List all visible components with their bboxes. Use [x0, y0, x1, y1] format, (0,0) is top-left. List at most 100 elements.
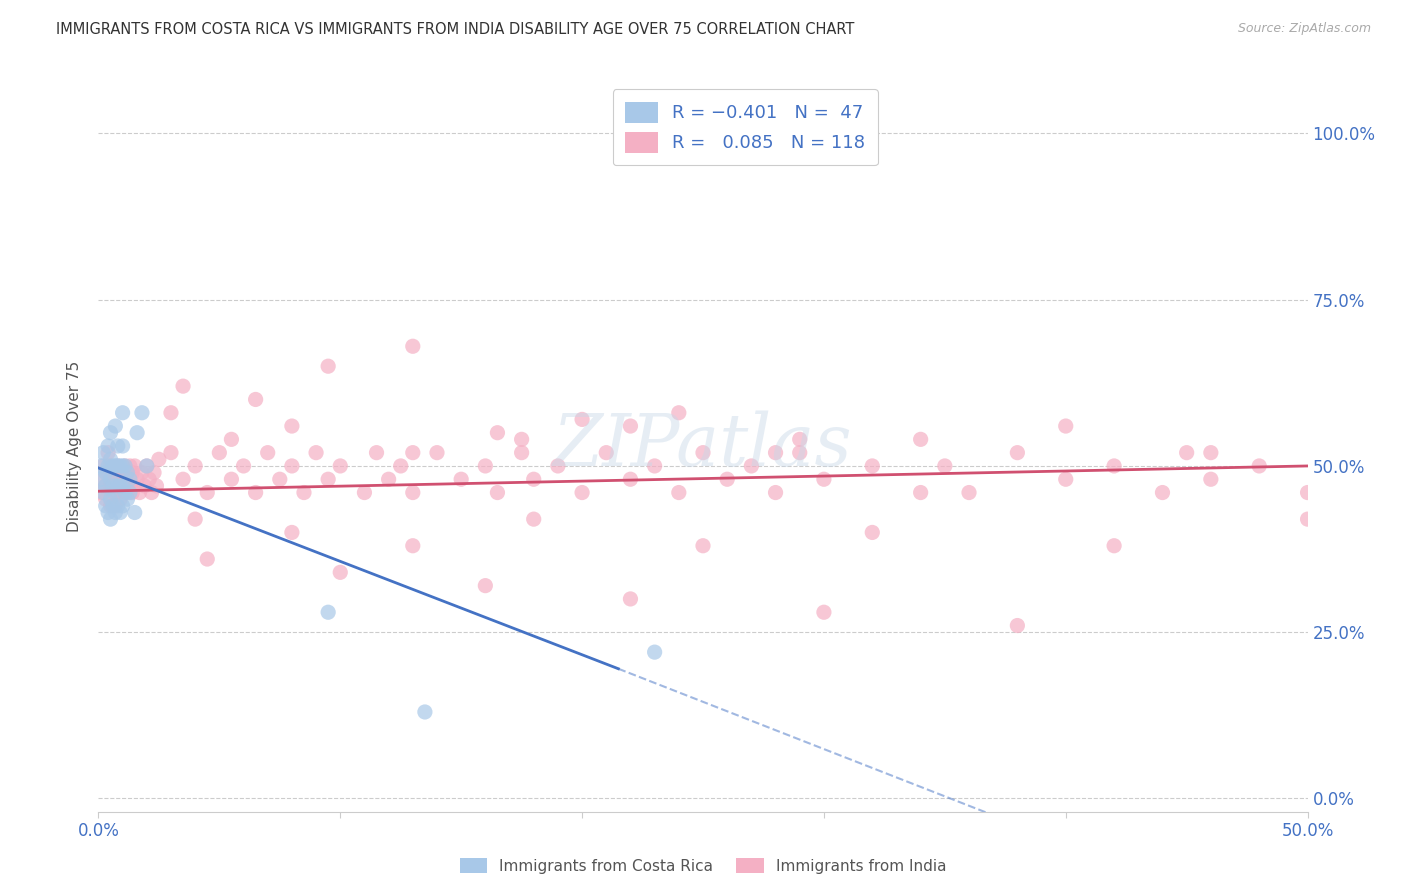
Point	[1175, 445, 1198, 459]
Point	[486, 485, 509, 500]
Point	[644, 458, 666, 473]
Point	[1102, 539, 1125, 553]
Point	[107, 439, 129, 453]
Point	[316, 359, 339, 374]
Point	[97, 445, 120, 459]
Point	[100, 472, 122, 486]
Point	[118, 479, 141, 493]
Point	[100, 479, 122, 493]
Point	[145, 479, 167, 493]
Point	[1054, 419, 1077, 434]
Point	[114, 485, 136, 500]
Point	[148, 452, 170, 467]
Point	[172, 379, 194, 393]
Point	[104, 419, 127, 434]
Point	[329, 458, 352, 473]
Point	[1199, 445, 1222, 459]
Point	[118, 458, 141, 473]
Point	[510, 433, 533, 447]
Point	[957, 485, 980, 500]
Point	[353, 485, 375, 500]
Point	[208, 445, 231, 459]
Point	[131, 406, 153, 420]
Point	[571, 412, 593, 426]
Point	[94, 479, 117, 493]
Point	[184, 458, 207, 473]
Point	[789, 433, 811, 447]
Point	[1007, 445, 1029, 459]
Point	[402, 445, 425, 459]
Point	[910, 433, 932, 447]
Point	[316, 605, 339, 619]
Point	[111, 406, 134, 420]
Point	[107, 458, 129, 473]
Point	[571, 485, 593, 500]
Point	[104, 499, 127, 513]
Point	[740, 458, 762, 473]
Point	[141, 485, 163, 500]
Point	[94, 466, 117, 480]
Point	[281, 525, 304, 540]
Point	[619, 472, 641, 486]
Point	[813, 472, 835, 486]
Point	[118, 472, 141, 486]
Point	[121, 466, 143, 480]
Point	[108, 458, 131, 473]
Point	[94, 479, 117, 493]
Point	[402, 539, 425, 553]
Point	[184, 512, 207, 526]
Point	[860, 525, 883, 540]
Point	[118, 485, 141, 500]
Point	[860, 458, 883, 473]
Point	[377, 472, 399, 486]
Point	[329, 566, 352, 580]
Point	[269, 472, 291, 486]
Point	[195, 485, 218, 500]
Point	[619, 419, 641, 434]
Point	[134, 479, 156, 493]
Point	[402, 339, 425, 353]
Point	[107, 485, 129, 500]
Point	[101, 485, 124, 500]
Point	[111, 485, 134, 500]
Point	[281, 419, 304, 434]
Point	[111, 499, 134, 513]
Point	[765, 445, 787, 459]
Point	[91, 472, 114, 486]
Point	[1296, 485, 1319, 500]
Point	[127, 472, 149, 486]
Point	[114, 458, 136, 473]
Point	[366, 445, 388, 459]
Point	[172, 472, 194, 486]
Point	[789, 445, 811, 459]
Point	[716, 472, 738, 486]
Point	[256, 445, 278, 459]
Point	[127, 425, 149, 440]
Text: ZIPatlas: ZIPatlas	[553, 410, 853, 482]
Point	[232, 458, 254, 473]
Point	[619, 591, 641, 606]
Point	[281, 458, 304, 473]
Point	[668, 485, 690, 500]
Point	[91, 485, 114, 500]
Point	[117, 466, 139, 480]
Point	[107, 499, 129, 513]
Point	[221, 472, 243, 486]
Point	[595, 445, 617, 459]
Point	[108, 472, 131, 486]
Point	[97, 506, 120, 520]
Point	[413, 705, 436, 719]
Text: Source: ZipAtlas.com: Source: ZipAtlas.com	[1237, 22, 1371, 36]
Point	[97, 458, 120, 473]
Point	[107, 458, 129, 473]
Point	[91, 445, 114, 459]
Point	[90, 485, 112, 500]
Point	[94, 499, 117, 513]
Point	[160, 406, 183, 420]
Point	[450, 472, 472, 486]
Point	[108, 479, 131, 493]
Point	[245, 485, 267, 500]
Point	[117, 485, 139, 500]
Point	[100, 512, 122, 526]
Point	[111, 458, 134, 473]
